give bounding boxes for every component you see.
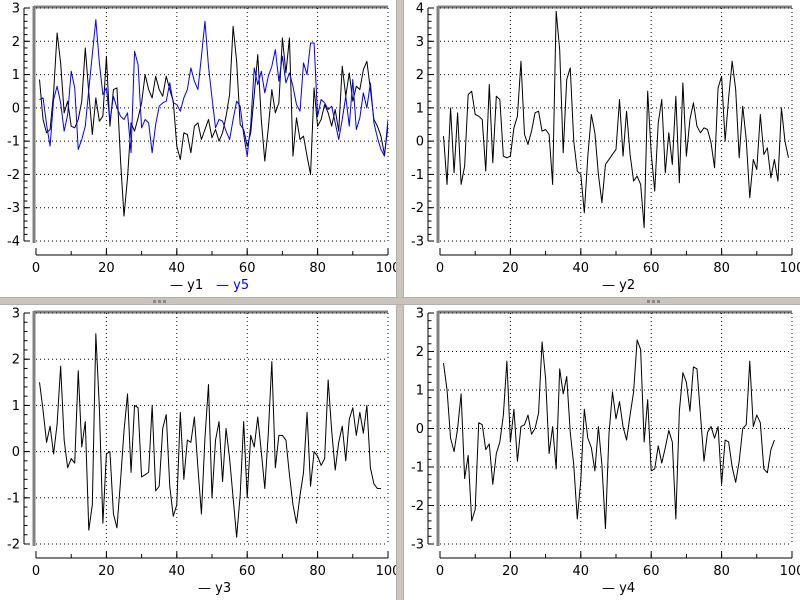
x-tick-label: 60: [239, 261, 256, 276]
horizontal-splitter[interactable]: [0, 297, 800, 305]
y-tick-label: -1: [411, 168, 424, 183]
y-tick-label: -2: [7, 168, 20, 183]
x-tick-label: 20: [502, 564, 519, 579]
y-tick-label: 2: [12, 35, 20, 50]
x-tick-label: 0: [32, 564, 40, 579]
x-tick-label: 40: [573, 564, 590, 579]
y-tick-label: 3: [416, 35, 424, 50]
series-line-y3: [39, 333, 381, 538]
series-line-y4: [443, 339, 775, 530]
plot-canvas: -4 -3 -2 -1 0 1 2 3 0 20 40 60 80 100 — y1 — y5: [7, 2, 396, 294]
x-tick-label: 40: [169, 564, 186, 579]
x-tick-label: 60: [239, 564, 256, 579]
y-tick-label: -3: [411, 235, 424, 250]
legend-label-y5[interactable]: — y5: [216, 278, 249, 293]
x-tick-label: 80: [309, 564, 326, 579]
splitter-grip-dot: [657, 300, 660, 303]
x-tick-label: 100: [376, 261, 396, 276]
x-tick-label: 20: [502, 261, 519, 276]
y-tick-label: 1: [416, 101, 424, 116]
y-tick-label: 0: [416, 422, 424, 437]
y-tick-label: -4: [7, 235, 20, 250]
series-line-y5: [39, 19, 388, 157]
x-tick-label: 40: [169, 261, 186, 276]
panel-bottom-left[interactable]: -2 -1 0 1 2 3 0 20 40 60 80 100 — y3: [0, 305, 396, 600]
y-tick-label: -3: [7, 201, 20, 216]
y-tick-label: 3: [12, 307, 20, 322]
panel-top-right[interactable]: -3-2-101234020406080100— y2: [404, 0, 800, 297]
splitter-grip-dot: [647, 300, 650, 303]
y-tick-label: 0: [12, 445, 20, 460]
splitter-grip-dot: [163, 300, 166, 303]
panel-top-left[interactable]: -4 -3 -2 -1 0 1 2 3 0 20 40 60 80 100 — y1 — y5: [0, 0, 396, 297]
y-tick-label: -1: [411, 461, 424, 476]
y-tick-label: 1: [12, 68, 20, 83]
series-line-y2: [443, 10, 789, 229]
x-tick-label: 20: [98, 261, 115, 276]
panel-bottom-right[interactable]: -3 -2 -1 0 1 2 3 0 20 40 60 80 100 — y4: [404, 305, 800, 600]
x-tick-label: 80: [309, 261, 326, 276]
x-tick-label: 80: [713, 564, 730, 579]
series-line-y1: [39, 25, 388, 217]
splitter-grip-dot: [153, 300, 156, 303]
x-tick-label: 20: [98, 564, 115, 579]
y-tick-label: 4: [416, 2, 424, 17]
y-tick-label: 0: [12, 101, 20, 116]
x-tick-label: 80: [713, 261, 730, 276]
y-tick-label: -1: [7, 491, 20, 506]
x-tick-label: 100: [780, 261, 800, 276]
plot-canvas: -3-2-101234020406080100— y2: [411, 2, 800, 294]
x-tick-label: 60: [643, 261, 660, 276]
splitter-grip-dot: [652, 300, 655, 303]
plot-canvas: -2 -1 0 1 2 3 0 20 40 60 80 100 — y3: [7, 307, 396, 597]
x-tick-label: 0: [436, 564, 444, 579]
x-tick-label: 40: [573, 261, 590, 276]
y-tick-label: -3: [411, 538, 424, 553]
y-tick-label: 3: [12, 2, 20, 17]
x-tick-label: 0: [436, 261, 444, 276]
y-tick-label: -2: [411, 499, 424, 514]
y-tick-label: -2: [7, 538, 20, 553]
legend-label-y3[interactable]: — y3: [198, 581, 231, 596]
y-tick-label: -2: [411, 201, 424, 216]
y-tick-label: 0: [416, 135, 424, 150]
y-tick-label: 2: [416, 345, 424, 360]
x-tick-label: 100: [780, 564, 800, 579]
x-tick-label: 100: [376, 564, 396, 579]
x-tick-label: 0: [32, 261, 40, 276]
plot-canvas: -3 -2 -1 0 1 2 3 0 20 40 60 80 100 — y4: [411, 307, 800, 597]
x-tick-label: 60: [643, 564, 660, 579]
y-tick-label: -1: [7, 135, 20, 150]
legend-label-y4[interactable]: — y4: [602, 581, 635, 596]
y-tick-label: 1: [416, 384, 424, 399]
y-tick-label: 2: [416, 68, 424, 83]
y-tick-label: 1: [12, 399, 20, 414]
legend-label-y1[interactable]: — y1: [170, 278, 203, 293]
y-tick-label: 3: [416, 307, 424, 322]
y-tick-label: 2: [12, 353, 20, 368]
legend-label-y2[interactable]: — y2: [602, 278, 635, 293]
splitter-grip-dot: [158, 300, 161, 303]
